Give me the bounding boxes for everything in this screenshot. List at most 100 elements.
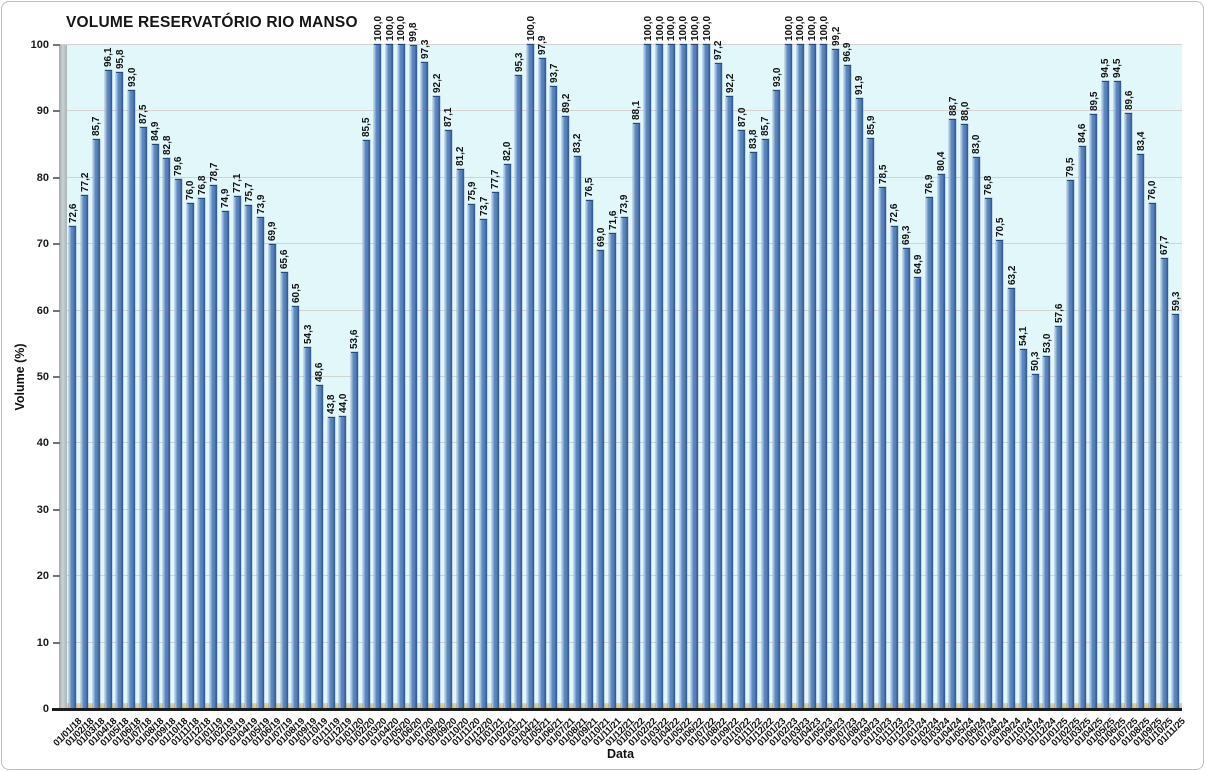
bar-value-label: 96,1: [103, 47, 115, 67]
bar-slot: 100,0: [701, 16, 713, 709]
bar: [855, 97, 863, 709]
y-axis-tick-label: 80: [36, 171, 49, 184]
y-axis-tick: [53, 442, 60, 445]
bar-slot: 69,3: [900, 45, 912, 709]
bar-slot: 95,3: [513, 45, 525, 709]
bar-value-label: 100,0: [654, 15, 666, 41]
bar-value-label: 80,4: [936, 151, 948, 172]
bars-container: 72,6 77,2 85,7 96,1 95,8 93,0 87,5 84,9 82,8 79,6…: [67, 16, 1182, 709]
bar-slot: 82,0: [501, 45, 513, 709]
bar-slot: 95,8: [114, 45, 126, 709]
bar-value-label: 85,7: [91, 116, 103, 136]
bar-slot: 97,2: [712, 40, 724, 709]
bar-slot: 76,8: [196, 45, 208, 709]
bar-value-label: 76,0: [1147, 180, 1159, 201]
bar-value-label: 67,7: [1159, 236, 1171, 256]
bar-value-label: 94,5: [1112, 58, 1124, 78]
bar-value-label: 78,5: [877, 164, 889, 184]
y-axis-tick-label: 50: [36, 371, 49, 383]
bar-value-label: 100,0: [818, 15, 830, 41]
bar-slot: 76,5: [583, 45, 595, 709]
bar-slot: 93,0: [771, 45, 783, 709]
bar: [925, 197, 933, 709]
bar-value-label: 85,9: [865, 115, 877, 135]
gridline: [59, 442, 1182, 444]
bar: [491, 192, 499, 709]
bar: [726, 95, 734, 709]
bar: [304, 347, 312, 709]
bar: [785, 44, 793, 709]
bar: [996, 239, 1004, 709]
bar-value-label: 79,5: [1065, 157, 1077, 178]
bar: [116, 71, 124, 709]
bar: [69, 225, 77, 709]
bar-slot: 50,3: [1029, 45, 1041, 709]
bar-value-label: 83,4: [1135, 131, 1147, 152]
bar-slot: 76,0: [184, 45, 196, 709]
bar: [409, 45, 417, 709]
bar: [984, 198, 992, 709]
bar: [949, 119, 957, 709]
bar-slot: 97,3: [419, 39, 431, 709]
bar-slot: 54,3: [302, 45, 314, 709]
bar-slot: 84,6: [1076, 45, 1088, 709]
chart-title: VOLUME RESERVATÓRIO RIO MANSO: [66, 14, 358, 31]
bar: [562, 115, 570, 709]
bar-slot: 78,5: [877, 45, 889, 709]
bar-slot: 96,9: [841, 42, 854, 709]
gridline: [59, 508, 1182, 510]
bar: [104, 69, 112, 709]
bar-slot: 96,1: [102, 45, 114, 709]
bar: [198, 198, 206, 709]
bar: [327, 417, 335, 709]
bar: [1113, 80, 1121, 709]
bar-value-label: 60,5: [290, 283, 302, 304]
bar-slot: 87,0: [736, 45, 748, 709]
bar-value-label: 73,7: [478, 196, 490, 216]
bar-slot: 78,7: [208, 45, 220, 709]
bar-value-label: 85,5: [361, 117, 373, 138]
bar: [890, 225, 898, 709]
bar-value-label: 63,2: [1006, 265, 1018, 286]
bar: [163, 158, 171, 709]
bar-value-label: 100,0: [525, 15, 537, 41]
y-axis-tick-label: 100: [30, 39, 49, 51]
bar-value-label: 96,9: [842, 42, 854, 62]
bar: [1043, 356, 1051, 709]
bar: [1019, 348, 1027, 709]
bar: [1125, 113, 1133, 709]
bar-slot: 99,2: [830, 27, 842, 709]
bar: [468, 204, 476, 709]
bar: [597, 249, 605, 709]
y-axis-tick: [53, 243, 60, 246]
bar: [1172, 314, 1180, 709]
bar-slot: 81,2: [454, 45, 466, 709]
bar-value-label: 70,5: [994, 217, 1006, 237]
bar: [832, 49, 840, 709]
bar-slot: 72,6: [888, 45, 900, 709]
bar-value-label: 88,1: [631, 100, 643, 121]
bar-slot: 60,5: [290, 45, 302, 709]
bar: [503, 163, 511, 709]
bar-slot: 92,2: [724, 45, 736, 709]
bar: [292, 306, 300, 709]
bar: [843, 64, 851, 709]
bar-value-label: 89,6: [1123, 90, 1135, 111]
bar-value-label: 89,2: [560, 93, 572, 113]
bar-slot: 82,8: [161, 45, 173, 709]
bar-slot: 59,3: [1170, 45, 1182, 709]
bar-value-label: 83,2: [572, 133, 584, 153]
y-axis-tick: [53, 110, 60, 113]
bar-value-label: 92,2: [724, 73, 736, 93]
bar-value-label: 85,7: [760, 116, 772, 136]
bar: [632, 123, 640, 709]
bar-value-label: 76,9: [924, 174, 936, 195]
bar: [1090, 113, 1098, 709]
bar: [151, 144, 159, 709]
bar-value-label: 99,8: [408, 22, 420, 43]
bar-value-label: 89,5: [1088, 91, 1100, 111]
bar-value-label: 76,8: [196, 175, 208, 196]
bar: [937, 174, 945, 709]
bar-value-label: 43,8: [326, 394, 338, 415]
